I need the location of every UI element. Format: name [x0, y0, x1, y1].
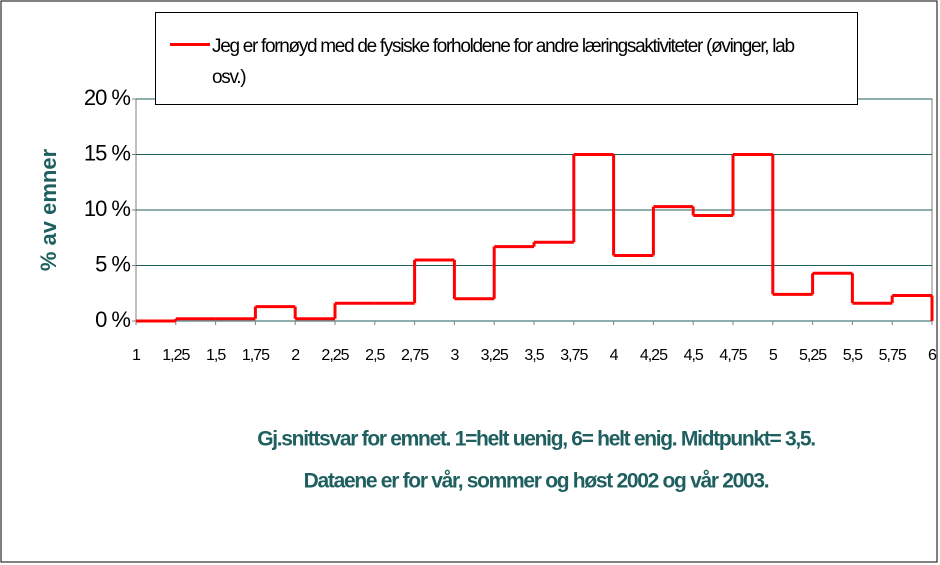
y-tick-label: 0 % — [95, 307, 130, 332]
legend: Jeg er fornøyd med de fysiske forholdene… — [155, 12, 858, 105]
y-tick-label: 20 % — [84, 85, 131, 110]
x-tick-label: 2,25 — [321, 347, 349, 364]
y-tick-label: 10 % — [84, 196, 131, 221]
x-tick-label: 5,75 — [879, 347, 907, 364]
legend-swatch — [170, 43, 210, 46]
x-tick-label: 3,25 — [481, 347, 509, 364]
x-tick-label: 5 — [769, 347, 778, 364]
x-tick-label: 4,75 — [719, 347, 747, 364]
y-tick-label: 15 % — [84, 140, 131, 165]
legend-label: Jeg er fornøyd med de fysiske forholdene… — [212, 36, 795, 88]
x-tick-label: 1,25 — [162, 347, 190, 364]
x-tick-label: 5,5 — [843, 347, 863, 364]
x-tick-label: 3 — [450, 347, 459, 364]
x-tick-label: 2 — [291, 347, 300, 364]
x-tick-label: 2,75 — [401, 347, 429, 364]
x-tick-label: 6 — [928, 347, 937, 364]
x-tick-label: 5,25 — [799, 347, 827, 364]
x-axis-label: Dataene er for vår, sommer og høst 2002 … — [304, 470, 769, 493]
y-tick-label: 5 % — [95, 251, 130, 276]
x-tick-label: 1,5 — [206, 347, 226, 364]
x-tick-label: 1 — [132, 347, 141, 364]
x-tick-label: 4,5 — [684, 347, 704, 364]
x-axis-label: Gj.snittsvar for emnet. 1=helt uenig, 6=… — [257, 428, 815, 451]
x-tick-label: 3,75 — [560, 347, 588, 364]
x-tick-label: 4 — [610, 347, 619, 364]
y-axis-label: % av emner — [36, 148, 61, 271]
x-tick-label: 1,75 — [242, 347, 270, 364]
x-tick-label: 2,5 — [365, 347, 385, 364]
x-tick-label: 4,25 — [640, 347, 668, 364]
x-tick-label: 3,5 — [524, 347, 544, 364]
